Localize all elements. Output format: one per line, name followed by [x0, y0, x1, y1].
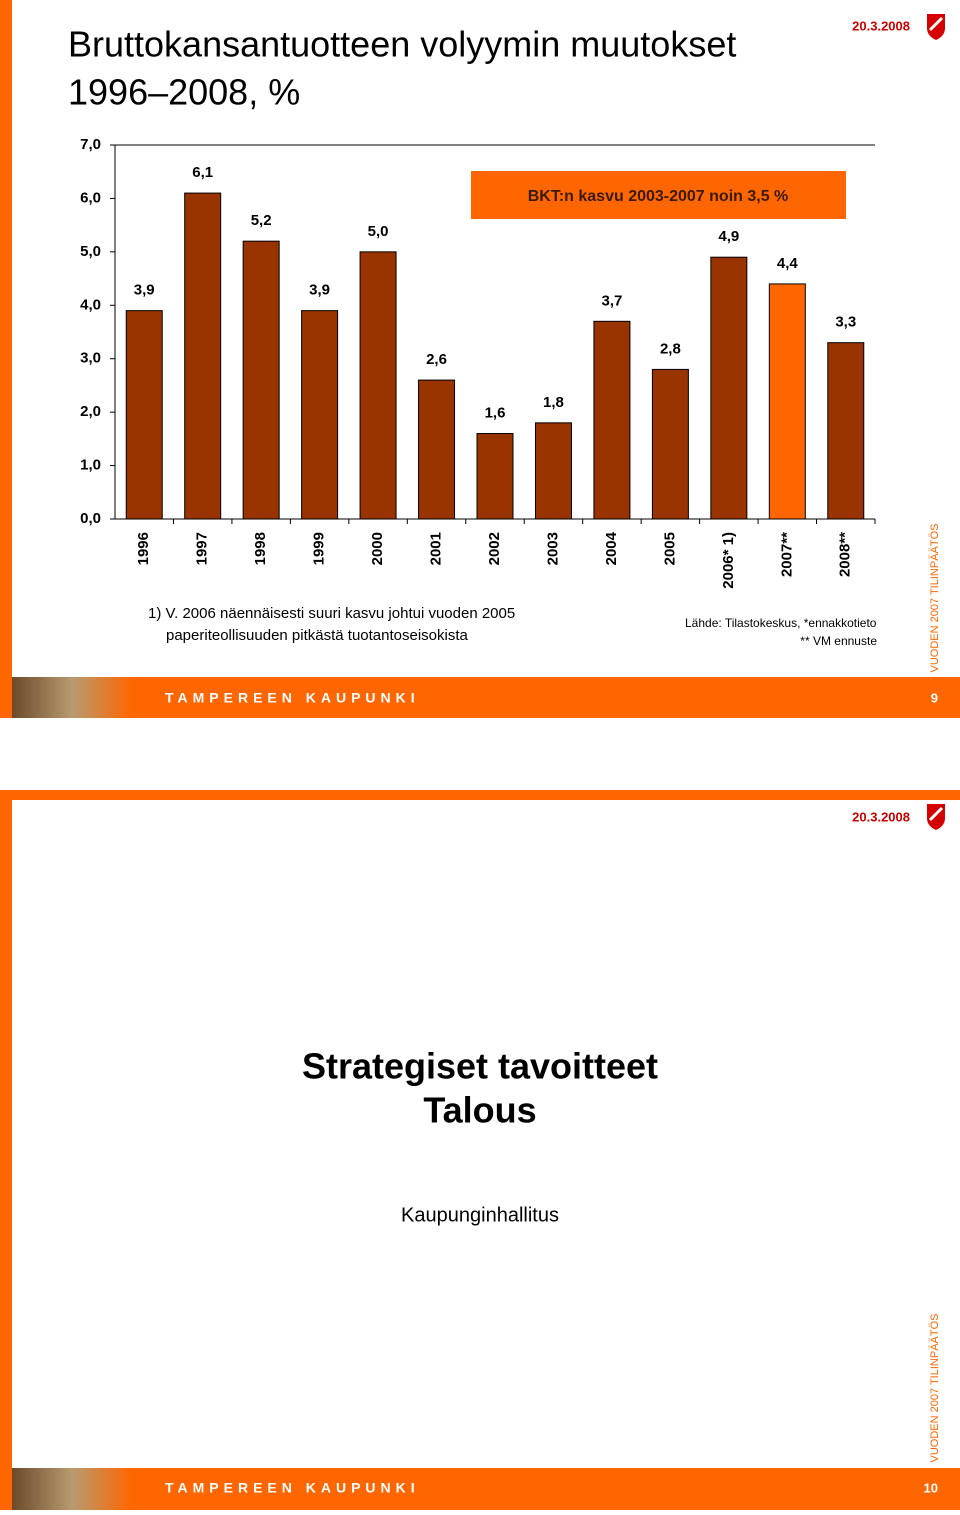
y-tick-label: 7,0 [80, 136, 101, 153]
title: Talous [423, 1090, 536, 1131]
bar [710, 256, 748, 520]
data-label: 3,3 [835, 314, 856, 331]
data-label: 3,9 [134, 282, 155, 299]
title: Bruttokansantuotteen volyymin muutokset [68, 24, 736, 65]
data-label: 1,6 [485, 404, 506, 421]
x-tick-label: 2001 [428, 532, 445, 565]
frame-left [0, 790, 12, 1510]
bar [476, 433, 514, 520]
side-label: VUODEN 2007 TILINPÄÄTÖS [929, 524, 941, 673]
x-tick-label: 1997 [194, 532, 211, 565]
logo [928, 16, 944, 32]
x-tick-label: 2000 [369, 532, 386, 565]
bar [768, 283, 806, 520]
bar [418, 379, 456, 520]
footer-bar [0, 677, 960, 718]
footer-image [12, 1468, 132, 1510]
bar [125, 310, 163, 520]
title: 1996–2008, % [68, 72, 300, 113]
x-tick-label: 2007** [778, 532, 795, 577]
footer-text: TAMPEREEN KAUPUNKI [165, 1480, 420, 1496]
source: ** VM ennuste [800, 634, 877, 648]
data-label: 2,6 [426, 351, 447, 368]
x-tick-label: 2008** [837, 532, 854, 577]
note: 1) V. 2006 näennäisesti suuri kasvu joht… [148, 605, 515, 622]
data-label: 4,4 [777, 255, 799, 272]
title: Strategiset tavoitteet [302, 1046, 658, 1087]
y-tick-label: 4,0 [80, 296, 101, 313]
data-label: 5,2 [251, 212, 272, 229]
bar [534, 422, 572, 520]
y-tick-label: 0,0 [80, 510, 101, 527]
x-tick-label: 2006* 1) [720, 532, 737, 589]
y-tick-label: 2,0 [80, 403, 101, 420]
side-label: VUODEN 2007 TILINPÄÄTÖS [929, 1314, 941, 1463]
x-tick-label: 1999 [311, 532, 328, 565]
x-tick-label: 2002 [486, 532, 503, 565]
logo [928, 806, 944, 822]
annotation-box [471, 171, 846, 219]
bar [242, 240, 280, 520]
footer-bar [0, 1468, 960, 1510]
x-tick-label: 2005 [661, 532, 678, 565]
data-label: 3,7 [601, 292, 622, 309]
page-number: 10 [924, 1480, 938, 1495]
footer-text: TAMPEREEN KAUPUNKI [165, 690, 420, 706]
x-tick-label: 2004 [603, 531, 620, 565]
x-tick-label: 1998 [252, 532, 269, 565]
date: 20.3.2008 [852, 18, 910, 33]
bar [827, 342, 865, 520]
y-tick-label: 1,0 [80, 457, 101, 474]
data-label: 6,1 [192, 164, 213, 181]
data-label: 3,9 [309, 282, 330, 299]
slide [0, 790, 960, 1515]
bar [184, 192, 222, 520]
note: paperiteollisuuden pitkästä tuotantoseis… [166, 627, 469, 644]
data-label: 2,8 [660, 340, 681, 357]
frame-top [0, 790, 960, 800]
data-label: 1,8 [543, 394, 564, 411]
bar [651, 368, 689, 520]
bar [301, 310, 339, 520]
bar [359, 251, 397, 520]
y-tick-label: 3,0 [80, 350, 101, 367]
subtitle: Kaupunginhallitus [401, 1204, 559, 1226]
y-tick-label: 5,0 [80, 243, 101, 260]
footer-image [12, 677, 132, 718]
data-label: 5,0 [368, 223, 389, 240]
frame-left [0, 0, 12, 718]
x-tick-label: 1996 [135, 532, 152, 565]
y-tick-label: 6,0 [80, 189, 101, 206]
annotation: BKT:n kasvu 2003-2007 noin 3,5 % [528, 188, 789, 205]
source: Lähde: Tilastokeskus, *ennakkotieto [685, 616, 877, 630]
data-label: 4,9 [718, 228, 739, 245]
x-tick-label: 2003 [544, 532, 561, 565]
date: 20.3.2008 [852, 809, 910, 824]
page-number: 9 [931, 690, 938, 705]
bar [593, 320, 631, 520]
